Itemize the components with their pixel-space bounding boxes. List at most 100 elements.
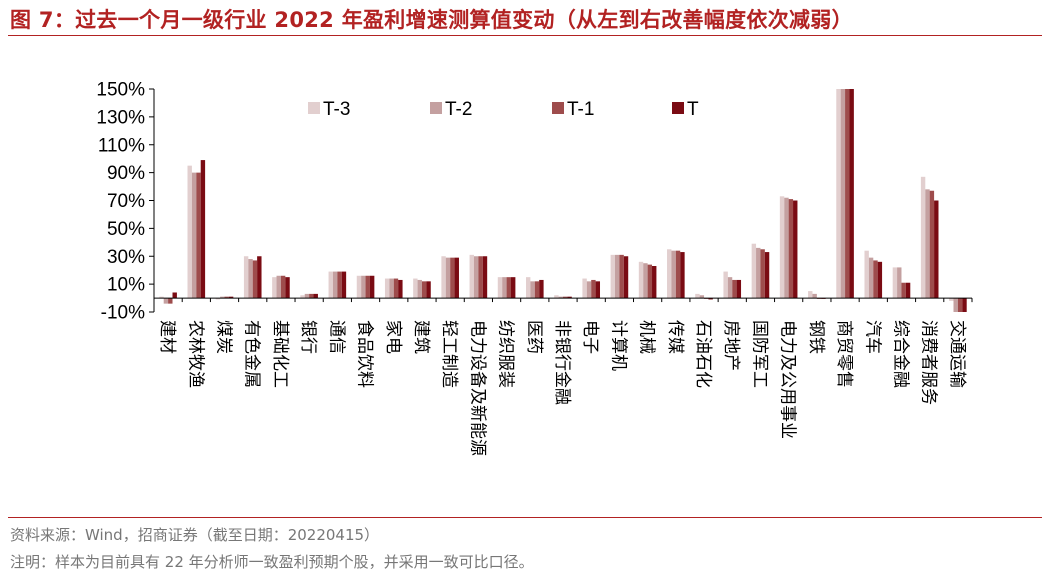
bar xyxy=(949,298,954,301)
bar xyxy=(779,196,785,299)
category-label: 电力设备及新能源 xyxy=(467,320,487,456)
bar xyxy=(873,260,878,299)
bar xyxy=(925,189,930,299)
bar xyxy=(384,278,390,299)
bar xyxy=(252,260,258,299)
bar xyxy=(595,281,601,299)
category-label: 消费者服务 xyxy=(919,320,939,405)
bar xyxy=(812,293,817,299)
y-tick-label: 150% xyxy=(96,80,145,101)
bar xyxy=(751,243,757,299)
bar xyxy=(369,275,375,299)
bar xyxy=(421,281,427,299)
bar xyxy=(643,263,648,299)
bar xyxy=(647,264,653,299)
bar xyxy=(332,271,338,299)
bar xyxy=(836,89,841,299)
bar xyxy=(708,298,713,300)
bar xyxy=(623,256,629,299)
bar xyxy=(788,199,794,299)
category-label: 传媒 xyxy=(665,320,685,354)
bar xyxy=(441,256,446,299)
category-label: 综合金融 xyxy=(890,320,910,388)
bar xyxy=(610,254,616,299)
bar xyxy=(652,266,657,299)
bar xyxy=(337,271,342,299)
legend-label: T-2 xyxy=(445,99,472,120)
bar xyxy=(450,257,455,299)
bar xyxy=(224,296,229,299)
bar xyxy=(220,296,225,299)
bar xyxy=(469,254,474,299)
bar xyxy=(892,267,898,299)
bar xyxy=(920,176,926,299)
legend-swatch xyxy=(308,102,320,114)
bar xyxy=(473,256,479,299)
bar xyxy=(200,160,206,299)
bar xyxy=(934,200,939,299)
y-tick-label: 70% xyxy=(107,191,145,212)
bar xyxy=(897,267,902,299)
bar xyxy=(172,292,177,299)
bar xyxy=(191,172,197,299)
page-title: 图 7：过去一个月一级行业 2022 年盈利增速测算值变动（从左到右改善幅度依次… xyxy=(10,8,853,32)
bar xyxy=(586,281,592,299)
bar xyxy=(793,200,798,299)
y-tick-label: 30% xyxy=(107,247,145,268)
bar xyxy=(163,298,169,304)
bar xyxy=(356,275,362,299)
bar xyxy=(849,89,854,299)
bar xyxy=(478,256,483,299)
bar xyxy=(168,298,173,304)
footnote: 注明：样本为目前具有 22 年分析师一致盈利预期个股，并采用一致可比口径。 xyxy=(10,553,534,571)
category-label: 电子 xyxy=(580,320,600,354)
bar xyxy=(680,252,685,299)
bar xyxy=(554,295,559,299)
legend-label: T-3 xyxy=(323,99,350,120)
bar xyxy=(675,250,681,299)
bar xyxy=(840,89,846,299)
bar xyxy=(280,275,286,299)
bar xyxy=(962,298,967,312)
bar xyxy=(723,271,728,299)
bar xyxy=(398,279,403,299)
category-label: 食品饮料 xyxy=(355,320,375,388)
category-label: 银行 xyxy=(298,320,318,354)
footer-divider xyxy=(8,517,1042,518)
bar xyxy=(445,257,451,299)
category-label: 建材 xyxy=(157,320,177,354)
bar xyxy=(953,298,958,312)
title-divider xyxy=(8,35,1042,36)
bar xyxy=(530,281,535,299)
category-label: 石油石化 xyxy=(693,320,713,388)
bar xyxy=(525,277,531,299)
bar xyxy=(482,256,488,299)
bar xyxy=(328,271,333,299)
bar xyxy=(638,261,644,299)
bar xyxy=(877,261,883,299)
y-tick-label: 10% xyxy=(107,275,145,296)
legend-swatch xyxy=(672,102,684,114)
category-label: 有色金属 xyxy=(242,320,262,388)
bar xyxy=(563,296,568,299)
legend-swatch xyxy=(552,102,564,114)
category-label: 轻工制造 xyxy=(439,320,459,388)
bar xyxy=(228,296,234,299)
bar xyxy=(905,282,911,299)
bar xyxy=(497,277,503,299)
bar xyxy=(764,252,770,299)
bar xyxy=(901,282,906,299)
bar xyxy=(417,279,422,299)
bar xyxy=(413,278,418,299)
bar xyxy=(285,277,290,299)
bar xyxy=(502,277,507,299)
bar xyxy=(313,293,318,299)
bar xyxy=(732,279,737,299)
bar xyxy=(868,257,874,299)
category-label: 房地产 xyxy=(721,320,741,371)
bar xyxy=(615,254,620,299)
bar xyxy=(454,257,459,299)
category-label: 机械 xyxy=(637,320,657,354)
bar xyxy=(243,256,249,299)
bar xyxy=(506,277,511,299)
